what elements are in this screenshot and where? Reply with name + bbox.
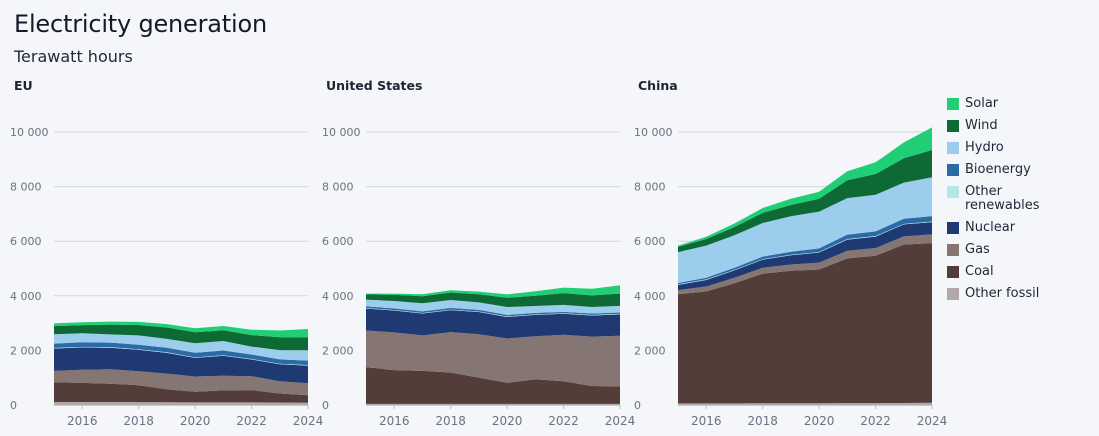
united-states-y-tick-label: 6 000 <box>322 235 354 248</box>
eu-x-tick-label: 2022 <box>236 414 267 428</box>
united-states-area-hydro <box>366 299 620 315</box>
legend-swatch <box>947 288 959 300</box>
china-x-tick-label: 2016 <box>691 414 722 428</box>
legend-label: Nuclear <box>965 220 1016 235</box>
united-states-y-tick-label: 10 000 <box>322 126 361 139</box>
united-states-x-tick-label: 2024 <box>605 414 636 428</box>
united-states-y-tick-label: 2 000 <box>322 344 354 357</box>
legend-swatch <box>947 120 959 132</box>
eu-area-nuclear <box>54 347 308 384</box>
legend-label: Wind <box>965 118 998 133</box>
chart-title: Electricity generation <box>14 10 267 38</box>
legend-swatch <box>947 98 959 110</box>
china-y-tick-label: 8 000 <box>634 181 666 194</box>
china-area-nuclear <box>678 222 932 291</box>
legend-label: Coal <box>965 264 994 279</box>
china-y-tick-label: 6 000 <box>634 235 666 248</box>
united-states-area-solar <box>366 285 620 298</box>
china-x-tick-label: 2024 <box>917 414 948 428</box>
eu-y-tick-label: 4 000 <box>10 290 42 303</box>
united-states-y-tick-label: 8 000 <box>322 181 354 194</box>
legend-item-coal: Coal <box>947 265 1097 279</box>
china-area-coal <box>678 243 932 404</box>
legend-item-hydro: Hydro <box>947 141 1097 155</box>
chart-subtitle: Terawatt hours <box>14 47 133 66</box>
legend: Solar Wind Hydro Bioenergy Other renewables N… <box>947 97 1097 309</box>
china-y-tick-label: 10 000 <box>634 126 673 139</box>
china-x-tick-label: 2020 <box>804 414 835 428</box>
united-states-y-tick-label: 0 <box>322 399 329 412</box>
eu-area-hydro <box>54 333 308 361</box>
legend-item-bioenergy: Bioenergy <box>947 163 1097 177</box>
legend-label: Bioenergy <box>965 162 1031 177</box>
china-area-hydro <box>678 177 932 283</box>
legend-label: Gas <box>965 242 990 257</box>
legend-item-nuclear: Nuclear <box>947 221 1097 235</box>
legend-swatch <box>947 244 959 256</box>
eu-y-tick-label: 2 000 <box>10 344 42 357</box>
china-area-other-renewables <box>678 221 932 285</box>
china-x-tick-label: 2022 <box>860 414 891 428</box>
legend-swatch <box>947 186 959 198</box>
eu-x-tick-label: 2018 <box>123 414 154 428</box>
eu-y-tick-label: 6 000 <box>10 235 42 248</box>
legend-label: Solar <box>965 96 999 111</box>
united-states-x-tick-label: 2022 <box>548 414 579 428</box>
china-x-tick-label: 2018 <box>747 414 778 428</box>
legend-item-other-fossil: Other fossil <box>947 287 1097 301</box>
legend-item-solar: Solar <box>947 97 1097 111</box>
united-states-panel-title: United States <box>326 78 422 93</box>
united-states-area-nuclear <box>366 308 620 339</box>
eu-y-tick-label: 8 000 <box>10 181 42 194</box>
united-states-area-other-renewables <box>366 308 620 317</box>
legend-label: Other renewables <box>965 184 1040 213</box>
legend-item-gas: Gas <box>947 243 1097 257</box>
china-area-wind <box>678 150 932 253</box>
china-panel-title: China <box>638 78 678 93</box>
legend-swatch <box>947 266 959 278</box>
united-states-x-tick-label: 2018 <box>435 414 466 428</box>
china-y-tick-label: 4 000 <box>634 290 666 303</box>
china-y-tick-label: 0 <box>634 399 641 412</box>
eu-x-tick-label: 2016 <box>67 414 98 428</box>
china-area-bioenergy <box>678 216 932 285</box>
legend-swatch <box>947 222 959 234</box>
united-states-area-gas <box>366 330 620 387</box>
united-states-x-tick-label: 2016 <box>379 414 410 428</box>
china-area-other-fossil <box>678 402 932 405</box>
legend-swatch <box>947 142 959 154</box>
united-states-area-bioenergy <box>366 306 620 317</box>
eu-panel-title: EU <box>14 78 33 93</box>
eu-area-gas <box>54 369 308 396</box>
china-y-tick-label: 2 000 <box>634 344 666 357</box>
united-states-area-coal <box>366 367 620 404</box>
eu-area-wind <box>54 324 308 351</box>
china-area-gas <box>678 234 932 295</box>
united-states-y-tick-label: 4 000 <box>322 290 354 303</box>
eu-y-tick-label: 10 000 <box>10 126 49 139</box>
legend-swatch <box>947 164 959 176</box>
eu-x-tick-label: 2024 <box>293 414 324 428</box>
legend-label: Hydro <box>965 140 1004 155</box>
eu-area-coal <box>54 382 308 403</box>
united-states-x-tick-label: 2020 <box>492 414 523 428</box>
eu-y-tick-label: 0 <box>10 399 17 412</box>
eu-x-tick-label: 2020 <box>180 414 211 428</box>
legend-item-wind: Wind <box>947 119 1097 133</box>
united-states-area-wind <box>366 292 620 307</box>
eu-area-other-fossil <box>54 402 308 405</box>
legend-label: Other fossil <box>965 286 1040 301</box>
legend-item-other-renewables: Other renewables <box>947 185 1097 213</box>
eu-area-solar <box>54 321 308 338</box>
united-states-area-other-fossil <box>366 403 620 405</box>
eu-area-bioenergy <box>54 342 308 365</box>
